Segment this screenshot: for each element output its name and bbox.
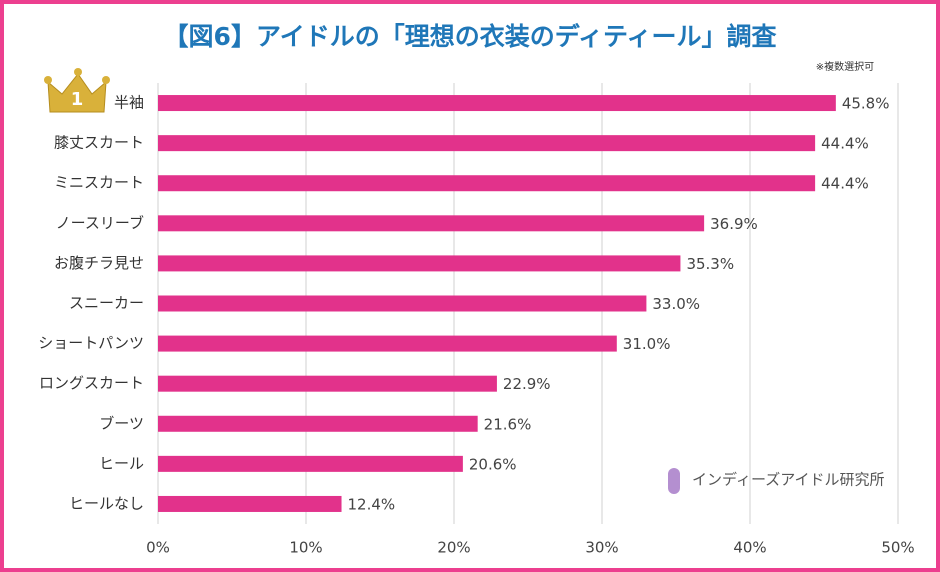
bar [158, 255, 681, 272]
value-label: 45.8% [842, 95, 890, 113]
bar [158, 215, 705, 232]
source: インディーズアイドル研究所 [692, 471, 884, 489]
y-tick-label: ミニスカート [54, 174, 144, 192]
bar [158, 335, 617, 352]
crown-jewel [102, 76, 110, 84]
source-mark: インディーズアイドル研究所 [668, 468, 884, 494]
chart-subtitle: ※複数選択可 [816, 60, 874, 73]
x-tick-label: 10% [289, 539, 322, 557]
x-tick-label: 0% [146, 539, 170, 557]
x-tick-label: 30% [585, 539, 618, 557]
x-tick-label: 40% [733, 539, 766, 557]
value-label: 12.4% [348, 495, 396, 513]
bar [158, 95, 836, 112]
y-tick-label: 膝丈スカート [54, 134, 144, 152]
y-tick-label: ブーツ [99, 414, 144, 432]
bar [158, 135, 816, 152]
value-label: 35.3% [686, 255, 734, 273]
chart-title: 【図6】アイドルの「理想の衣装のディティール」調査 [164, 22, 777, 51]
bar [158, 455, 463, 472]
crown-rank: 1 [71, 89, 84, 110]
crown-shape [47, 73, 107, 113]
value-label: 22.9% [503, 375, 551, 393]
y-tick-label: ショートパンツ [38, 334, 144, 352]
bar [158, 175, 816, 192]
x-tick-label: 50% [881, 539, 914, 557]
value-label: 36.9% [710, 215, 758, 233]
value-label: 31.0% [623, 335, 671, 353]
y-tick-label: ノースリーブ [56, 214, 144, 232]
crown: 1 [44, 68, 110, 113]
source-icon [668, 468, 680, 494]
crown-jewel [74, 68, 82, 76]
x-tick-label: 20% [437, 539, 470, 557]
bar [158, 495, 342, 512]
y-tick-label: ヒール [99, 454, 144, 472]
value-label: 44.4% [821, 135, 869, 153]
value-label: 44.4% [821, 175, 869, 193]
y-tick-label: ヒールなし [69, 494, 144, 512]
y-tick-label: 半袖 [114, 94, 144, 112]
bar [158, 295, 647, 312]
crown-jewel [44, 76, 52, 84]
value-label: 20.6% [469, 455, 517, 473]
value-label: 21.6% [484, 415, 532, 433]
bar [158, 375, 497, 392]
bar [158, 415, 478, 432]
y-tick-label: スニーカー [69, 294, 144, 312]
y-tick-label: ロングスカート [39, 374, 144, 392]
value-label: 33.0% [652, 295, 700, 313]
y-tick-label: お腹チラ見せ [54, 254, 144, 272]
